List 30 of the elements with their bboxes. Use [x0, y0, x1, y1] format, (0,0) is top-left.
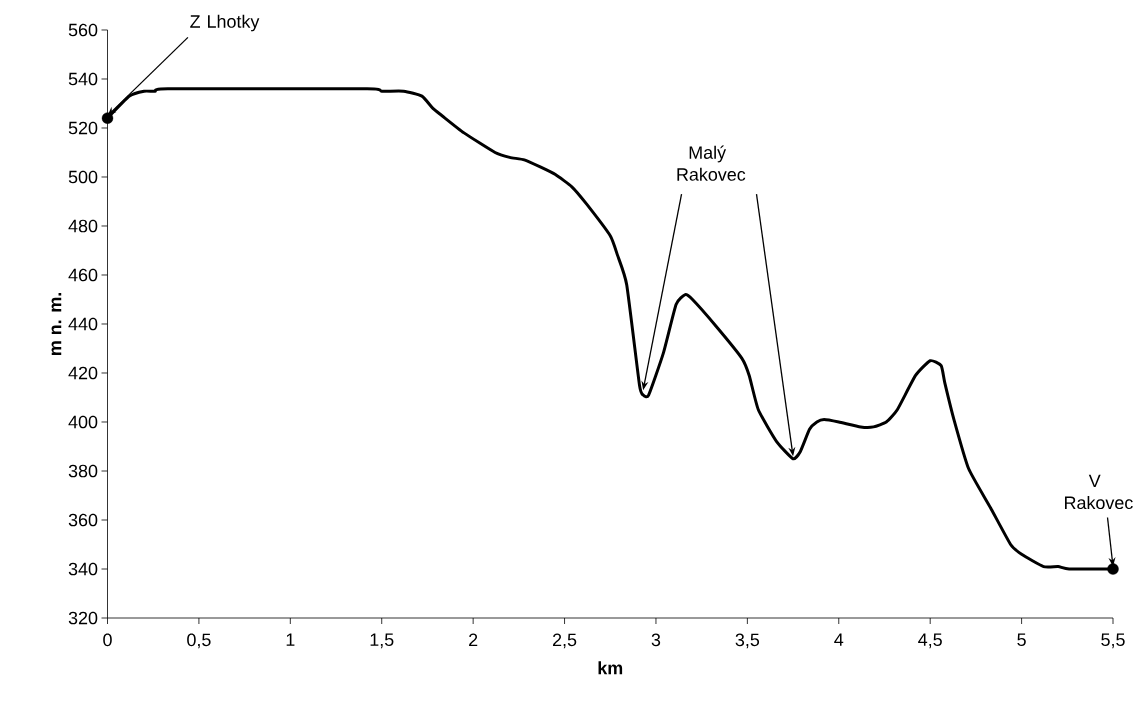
x-tick-label: 4,5 [918, 633, 942, 649]
x-tick-label: 0,5 [187, 633, 211, 649]
y-tick-label: 520 [68, 121, 98, 135]
y-tick-label: 560 [68, 23, 98, 37]
x-tick-label: 1 [286, 633, 295, 646]
x-tick-label: 3,5 [735, 633, 760, 649]
x-tick-label: 5 [1017, 633, 1026, 647]
x-tick-label: 5,5 [1101, 633, 1125, 649]
x-tick-label: 2 [469, 633, 478, 647]
x-axis-title: km [598, 661, 623, 675]
y-tick-label: 540 [68, 72, 98, 86]
y-tick-label: 500 [68, 170, 98, 184]
x-tick-label: 3 [651, 633, 661, 647]
annotation: Malý Rakovec [677, 145, 746, 181]
y-tick-label: 320 [68, 611, 98, 625]
y-tick-label: 480 [68, 219, 98, 233]
x-tick-label: 2,5 [552, 633, 577, 649]
y-tick-label: 460 [68, 268, 98, 282]
y-tick-label: 380 [68, 464, 98, 478]
y-tick-label: 440 [68, 317, 98, 331]
x-tick-label: 1,5 [370, 633, 394, 649]
y-tick-label: 420 [68, 366, 98, 380]
x-tick-label: 0 [103, 633, 112, 647]
y-tick-label: 400 [68, 415, 98, 429]
y-tick-label: 340 [68, 562, 98, 576]
annotation: Z Lhotky [190, 14, 260, 32]
y-axis-title: m n. m. [51, 293, 62, 356]
annotation: V Rakovec [1065, 474, 1133, 510]
x-tick-label: 4 [834, 633, 844, 646]
y-tick-label: 360 [68, 513, 98, 527]
